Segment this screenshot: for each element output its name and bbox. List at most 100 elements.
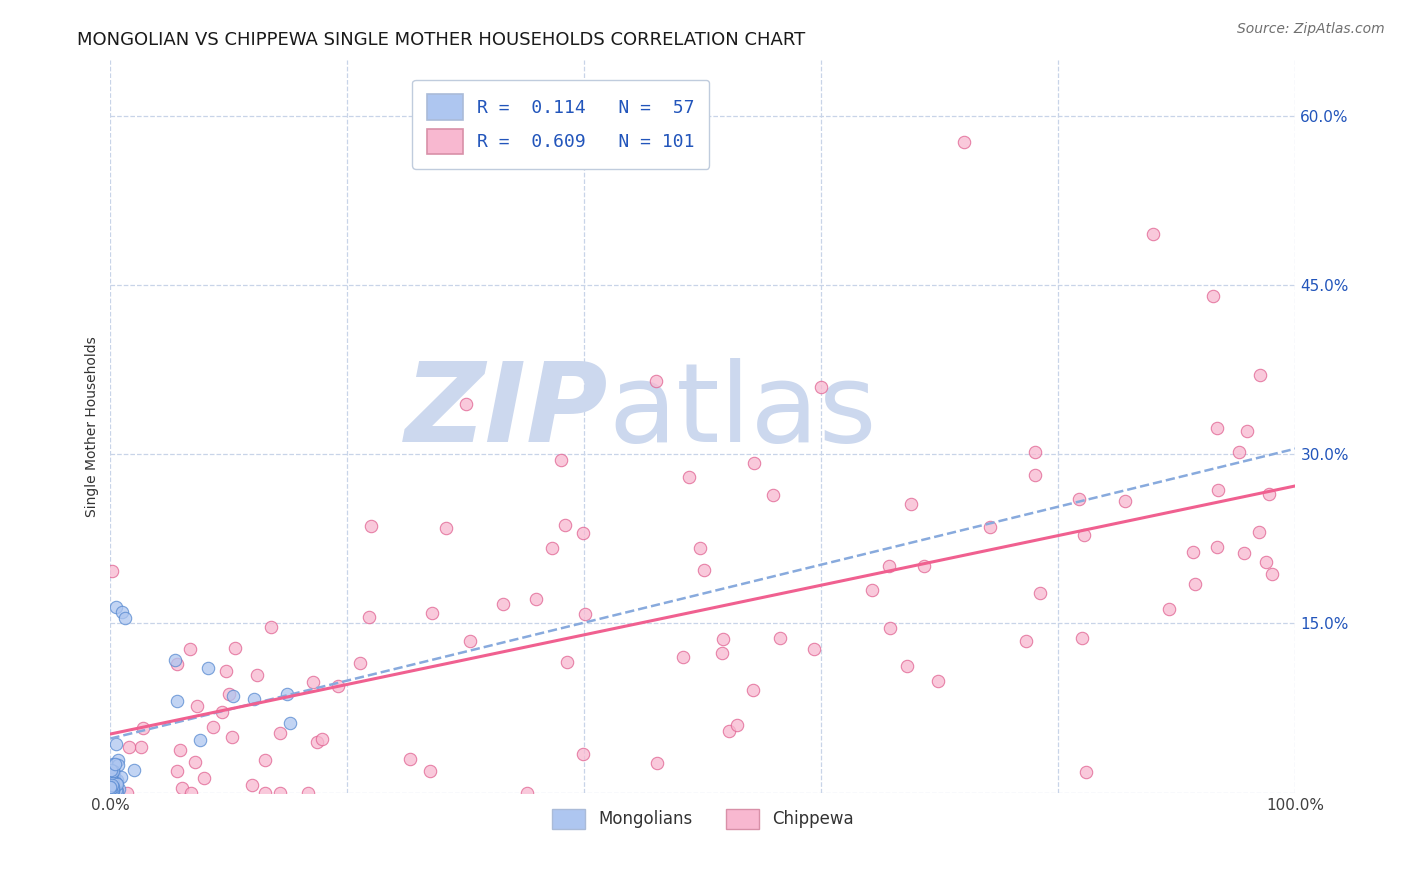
- Point: [101, 772, 124, 786]
- Point: [215, 665, 238, 679]
- Point: [172, 781, 194, 796]
- Point: [101, 564, 124, 578]
- Point: [107, 781, 129, 796]
- Point: [693, 563, 716, 577]
- Point: [180, 786, 202, 800]
- Point: [1201, 289, 1223, 303]
- Point: [129, 739, 152, 754]
- Point: [326, 679, 349, 693]
- Point: [103, 783, 125, 797]
- Point: [1029, 585, 1052, 599]
- Point: [101, 780, 124, 794]
- Point: [710, 646, 733, 660]
- Point: [211, 705, 233, 719]
- Point: [492, 597, 515, 611]
- Point: [193, 771, 215, 785]
- Point: [803, 642, 825, 657]
- Point: [202, 720, 225, 734]
- Point: [644, 374, 666, 388]
- Legend: Mongolians, Chippewa: Mongolians, Chippewa: [546, 802, 860, 836]
- Point: [100, 781, 122, 796]
- Point: [1236, 424, 1258, 438]
- Point: [124, 763, 146, 777]
- Point: [166, 657, 188, 672]
- Point: [516, 786, 538, 800]
- Point: [100, 780, 122, 795]
- Point: [360, 519, 382, 533]
- Point: [103, 776, 125, 790]
- Point: [742, 456, 765, 470]
- Point: [221, 730, 243, 744]
- Point: [1024, 445, 1046, 459]
- Point: [105, 772, 128, 787]
- Point: [104, 776, 127, 790]
- Point: [555, 655, 578, 669]
- Point: [166, 693, 188, 707]
- Point: [184, 756, 207, 770]
- Point: [179, 642, 201, 657]
- Point: [101, 764, 124, 779]
- Point: [896, 658, 918, 673]
- Point: [398, 752, 420, 766]
- Point: [254, 753, 277, 767]
- Point: [100, 782, 122, 797]
- Point: [1261, 566, 1284, 581]
- Point: [100, 783, 122, 797]
- Point: [224, 640, 246, 655]
- Point: [1184, 577, 1206, 591]
- Point: [689, 541, 711, 556]
- Point: [349, 656, 371, 670]
- Point: [436, 521, 458, 535]
- Point: [717, 723, 740, 738]
- Point: [100, 767, 122, 781]
- Point: [104, 777, 127, 791]
- Point: [103, 782, 125, 797]
- Point: [276, 687, 298, 701]
- Point: [1258, 487, 1281, 501]
- Point: [1024, 467, 1046, 482]
- Point: [912, 559, 935, 574]
- Point: [302, 675, 325, 690]
- Point: [540, 541, 562, 555]
- Point: [115, 786, 138, 800]
- Point: [101, 778, 124, 792]
- Point: [165, 653, 187, 667]
- Point: [101, 757, 124, 772]
- Point: [104, 737, 127, 751]
- Point: [725, 717, 748, 731]
- Point: [169, 743, 191, 757]
- Point: [419, 764, 441, 778]
- Point: [105, 784, 128, 798]
- Point: [131, 721, 153, 735]
- Point: [742, 682, 765, 697]
- Point: [222, 690, 245, 704]
- Point: [877, 558, 900, 573]
- Point: [269, 726, 291, 740]
- Point: [101, 780, 124, 794]
- Point: [118, 739, 141, 754]
- Point: [458, 634, 481, 648]
- Point: [1142, 227, 1164, 242]
- Point: [101, 771, 124, 785]
- Point: [101, 776, 124, 790]
- Point: [524, 591, 547, 606]
- Point: [1247, 524, 1270, 539]
- Point: [420, 606, 443, 620]
- Point: [100, 785, 122, 799]
- Point: [100, 780, 122, 794]
- Point: [1114, 493, 1136, 508]
- Point: [101, 782, 124, 797]
- Point: [104, 775, 127, 789]
- Point: [454, 396, 477, 410]
- Point: [260, 620, 283, 634]
- Point: [711, 632, 734, 647]
- Point: [572, 747, 595, 761]
- Point: [105, 777, 128, 791]
- Point: [979, 520, 1001, 534]
- Point: [188, 733, 211, 747]
- Point: [103, 781, 125, 796]
- Point: [1254, 555, 1277, 569]
- Point: [110, 770, 132, 784]
- Y-axis label: Single Mother Households: Single Mother Households: [86, 335, 100, 516]
- Point: [359, 609, 381, 624]
